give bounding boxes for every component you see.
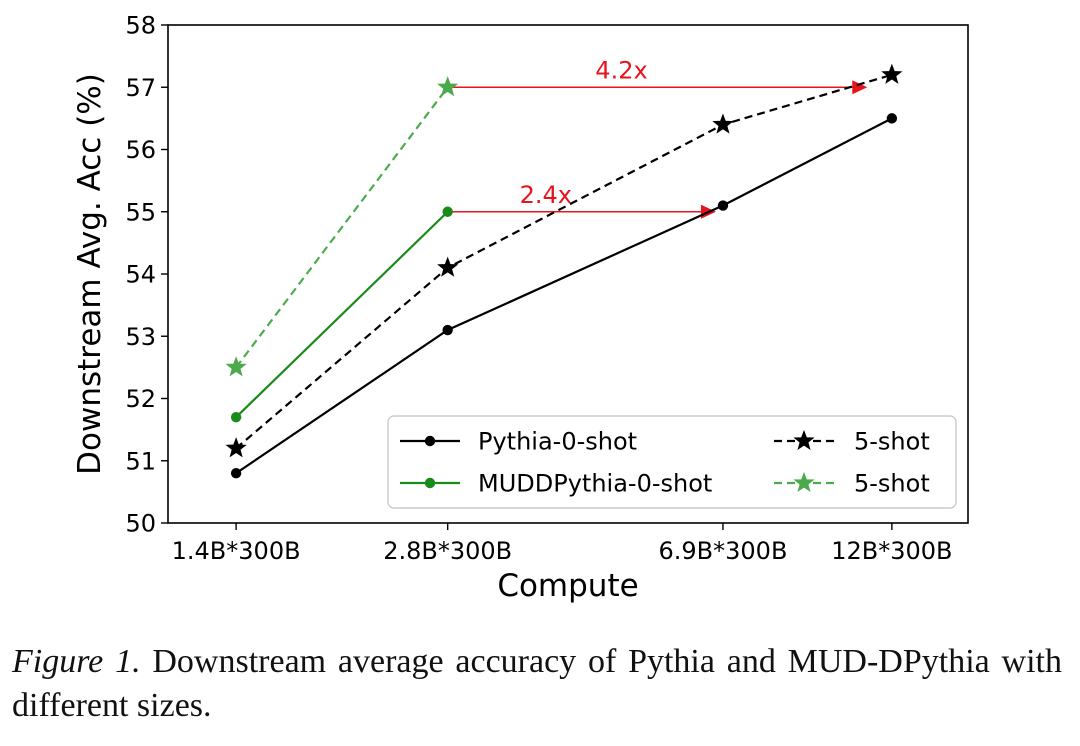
legend-label: Pythia-0-shot — [478, 428, 637, 456]
data-point — [442, 324, 453, 336]
series-line — [235, 86, 449, 369]
y-tick-label: 56 — [125, 136, 156, 164]
legend-swatch-marker — [424, 435, 436, 447]
data-point — [437, 76, 459, 97]
legend-box — [387, 415, 957, 509]
data-point — [225, 437, 247, 458]
data-point — [437, 256, 459, 277]
chart: 4.2x 2.4x 50 51 52 53 54 55 56 57 58 1.4B*300B 2.8… — [72, 12, 969, 604]
y-axis: 50 51 52 53 54 55 56 57 58 — [125, 12, 168, 538]
caption-text: Downstream average accuracy of Pythia an… — [12, 643, 1062, 724]
data-point — [230, 411, 242, 423]
data-point — [712, 113, 734, 134]
series-layer — [225, 63, 903, 479]
caption-figure-label: Figure 1. — [12, 643, 141, 680]
data-point — [886, 113, 898, 124]
annotation-arrows: 4.2x 2.4x — [447, 56, 868, 219]
y-tick-label: 53 — [125, 323, 156, 351]
x-axis-title: Compute — [497, 568, 638, 604]
series-line — [235, 73, 893, 450]
x-tick-label: 1.4B*300B — [172, 537, 301, 565]
legend-label: 5-shot — [854, 470, 930, 498]
y-tick-label: 58 — [125, 12, 156, 40]
y-tick-label: 57 — [125, 74, 156, 102]
y-tick-label: 51 — [125, 447, 156, 475]
x-tick-label: 2.8B*300B — [383, 537, 512, 565]
legend-label: MUDDPythia-0-shot — [478, 470, 712, 498]
data-point — [881, 63, 903, 84]
legend-swatch-marker — [793, 471, 815, 493]
figure-caption: Figure 1. Downstream average accuracy of… — [12, 640, 1062, 728]
legend-swatch-marker — [793, 429, 815, 451]
annotation-label: 2.4x — [520, 181, 572, 209]
y-tick-label: 55 — [125, 198, 156, 226]
x-axis: 1.4B*300B 2.8B*300B 6.9B*300B 12B*300B — [172, 523, 952, 565]
annotation-label: 4.2x — [595, 56, 647, 84]
y-tick-label: 52 — [125, 385, 156, 413]
series-line — [235, 210, 449, 418]
y-tick-label: 50 — [125, 510, 156, 538]
y-tick-label: 54 — [125, 261, 156, 289]
legend: Pythia-0-shot 5-shot MUDDPythia-0-shot 5-sh… — [387, 415, 957, 509]
series-line — [235, 117, 893, 475]
data-point — [230, 468, 242, 479]
data-point — [717, 200, 729, 211]
data-point — [442, 206, 453, 217]
x-tick-label: 12B*300B — [831, 537, 952, 565]
x-tick-label: 6.9B*300B — [659, 537, 788, 565]
data-point — [225, 356, 247, 377]
legend-label: 5-shot — [854, 428, 930, 456]
annotation-arrow-head — [852, 80, 868, 95]
y-axis-title: Downstream Avg. Acc (%) — [72, 73, 108, 475]
legend-swatch-marker — [424, 477, 436, 489]
